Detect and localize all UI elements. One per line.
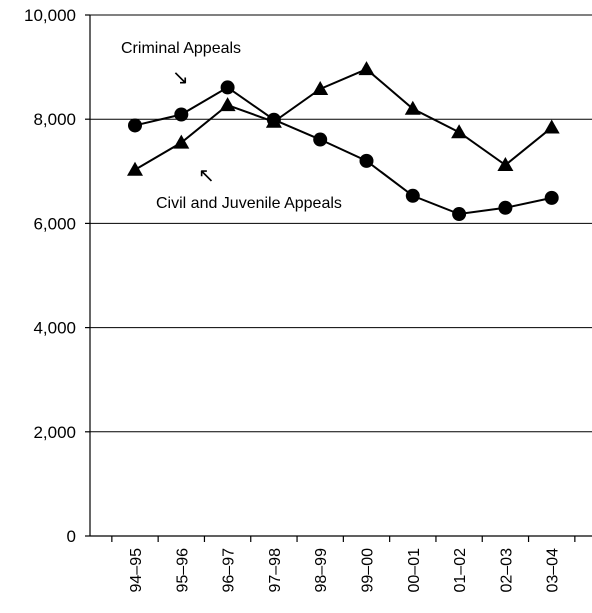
data-point-circle	[498, 200, 513, 215]
data-point-circle	[313, 132, 328, 147]
x-tick-label: 03–04	[545, 548, 562, 593]
data-point-circle	[359, 153, 374, 168]
x-tick-label: 94–95	[128, 548, 145, 593]
annotation-civil: ↖ Civil and Juvenile Appeals	[156, 165, 342, 212]
annotation-criminal-label: Criminal Appeals	[121, 40, 241, 57]
y-tick-label: 4,000	[33, 319, 76, 338]
gridlines	[90, 14, 592, 433]
x-tick-label: 02–03	[498, 548, 515, 593]
data-point-circle	[266, 112, 281, 127]
data-point-triangle	[358, 61, 375, 76]
data-point-triangle	[312, 80, 329, 95]
data-point-triangle	[543, 119, 560, 134]
data-point-triangle	[127, 161, 143, 176]
data-point-triangle	[404, 100, 421, 115]
data-point-circle	[174, 107, 189, 122]
x-tick-label: 97–98	[267, 548, 284, 593]
data-point-triangle	[451, 124, 468, 139]
series	[127, 61, 560, 222]
data-point-circle	[405, 188, 420, 203]
x-tick-label: 98–99	[313, 548, 330, 593]
y-tick-label: 10,000	[24, 6, 76, 25]
series-line-circle	[134, 86, 552, 216]
arrow-down-right-icon: ↘	[172, 67, 189, 89]
data-point-triangle	[173, 134, 190, 149]
data-point-triangle	[497, 157, 514, 172]
data-point-circle	[452, 207, 467, 222]
data-point-circle	[128, 118, 142, 133]
arrow-up-left-icon: ↖	[198, 165, 215, 187]
y-tick-labels: 0 2,000 4,000 6,000 8,000 10,000	[24, 6, 76, 546]
x-tick-label: 99–00	[360, 548, 377, 593]
axes	[85, 14, 592, 542]
y-tick-label: 0	[67, 527, 76, 546]
data-point-circle	[544, 190, 559, 205]
annotation-criminal: Criminal Appeals ↘	[121, 40, 241, 89]
x-tick-label: 96–97	[221, 548, 238, 593]
annotation-civil-label: Civil and Juvenile Appeals	[156, 195, 342, 212]
data-point-circle	[220, 80, 235, 95]
series-line-triangle	[134, 68, 553, 171]
y-tick-label: 8,000	[33, 110, 76, 129]
y-tick-label: 2,000	[33, 423, 76, 442]
x-tick-label: 01–02	[452, 548, 469, 593]
y-tick-label: 6,000	[33, 214, 76, 233]
x-tick-labels: 94–95 95–96 96–97 97–98 98–99 99–00 00–01 01–02…	[128, 548, 562, 593]
x-tick-label: 00–01	[406, 548, 423, 593]
data-point-triangle	[219, 97, 236, 112]
x-tick-label: 95–96	[174, 548, 191, 593]
